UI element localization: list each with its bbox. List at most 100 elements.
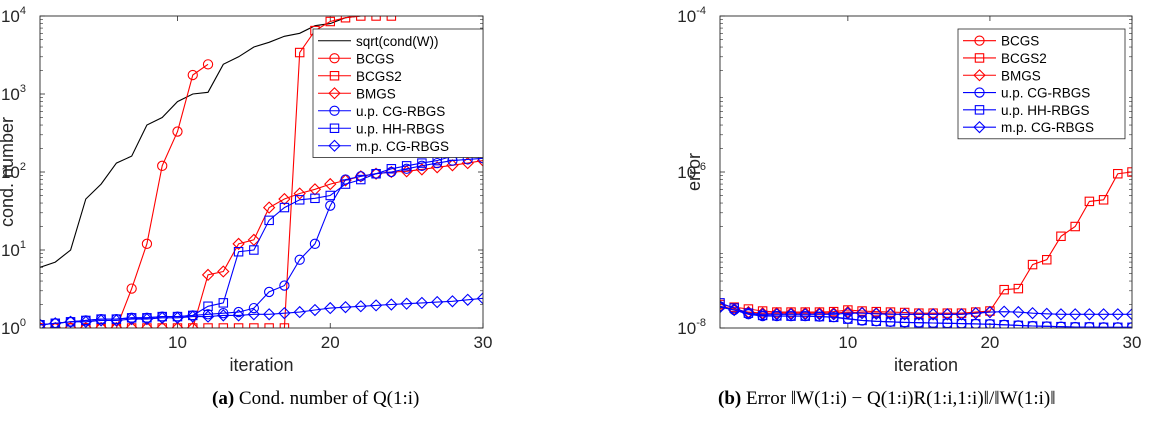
data-point [813,308,826,321]
data-point [340,179,351,189]
y-tick-base: 10 [1,7,20,26]
y-tick-label: 10-8 [677,317,706,338]
data-point [857,315,867,326]
data-point [770,308,784,321]
legend-entry: BMGS [318,86,396,101]
data-point [1111,308,1124,321]
legend-label: BCGS2 [356,69,402,84]
caption-a-text: Cond. number of Q(1:i) [238,388,420,409]
data-point [814,311,825,322]
data-point [1097,308,1110,321]
data-point [156,321,169,328]
data-point [157,160,168,171]
series-line [40,160,483,328]
data-point [385,298,398,311]
data-point [742,306,755,320]
data-point [294,195,305,205]
data-point [1098,322,1109,328]
series-m-p-cg-rbgs [720,300,1132,321]
data-point [356,16,366,21]
data-point [354,170,367,183]
data-point [720,298,725,308]
data-point [262,308,276,321]
data-point [247,233,261,247]
series-sqrt-cond-w- [40,16,392,268]
data-point [172,126,183,137]
legend-label: u.p. HH-RBGS [1001,103,1090,118]
legend-entry: m.p. CG-RBGS [963,120,1094,135]
legend-label: BMGS [356,86,396,101]
axes-box [39,15,484,329]
data-point [1070,322,1080,328]
data-point [841,306,855,320]
data-point [325,16,335,27]
legend-label: BCGS2 [1001,51,1047,66]
data-point [1127,167,1132,177]
data-point [340,16,351,23]
data-point [264,215,274,226]
series-line [720,171,1132,314]
data-point [999,320,1009,328]
y-tick-exponent: 1 [20,239,26,251]
data-point [1070,221,1080,232]
data-point [983,305,997,319]
data-point [64,315,77,328]
series-line [720,306,1132,315]
data-point [94,314,108,327]
data-point [201,268,215,282]
legend-marker [329,123,340,134]
data-point [1098,195,1109,205]
data-point [279,280,290,291]
data-point [233,246,244,257]
series-line [40,157,483,326]
data-point [969,306,982,320]
data-point [870,307,883,320]
y-axis-label: cond. number [0,117,17,227]
series-line [40,297,483,326]
legend-label: m.p. CG-RBGS [1001,120,1094,135]
legend-box [957,28,1126,140]
series-bcgs [40,59,214,328]
data-point [294,254,305,265]
data-point [430,295,444,309]
x-axis-label: iteration [894,355,958,375]
data-point [926,308,940,321]
data-point [279,202,290,213]
data-point [884,308,897,321]
data-point [813,306,826,320]
data-point [828,312,839,323]
data-point [186,310,199,323]
axes-box [719,15,1133,329]
data-point [201,310,215,323]
data-point [218,308,229,319]
y-tick-base: 10 [677,319,696,338]
legend-label: u.p. HH-RBGS [356,121,445,136]
data-point [371,168,381,179]
data-point [1056,321,1066,328]
legend-label: m.p. CG-RBGS [356,139,449,154]
data-point [202,59,214,70]
y-tick-base: 10 [1,241,20,260]
data-point [756,308,769,321]
data-point [140,312,154,326]
data-point [1042,321,1052,328]
legend-entry: BCGS [963,34,1039,49]
x-tick-label: 10 [838,333,857,352]
data-point [1113,168,1123,179]
data-point [218,298,229,308]
data-point [79,321,93,328]
legend-marker [329,105,340,116]
data-point [1127,322,1132,328]
data-point [278,306,291,320]
data-point [94,321,108,328]
data-point [799,306,812,320]
legend-entry: u.p. CG-RBGS [318,104,445,119]
data-point [356,174,366,185]
data-point [985,319,995,328]
y-tick-base: 10 [677,163,696,182]
data-point [1068,308,1082,321]
y-tick-label: 102 [1,161,26,182]
data-point [325,200,336,211]
data-point [784,306,798,320]
data-point [1013,283,1024,294]
